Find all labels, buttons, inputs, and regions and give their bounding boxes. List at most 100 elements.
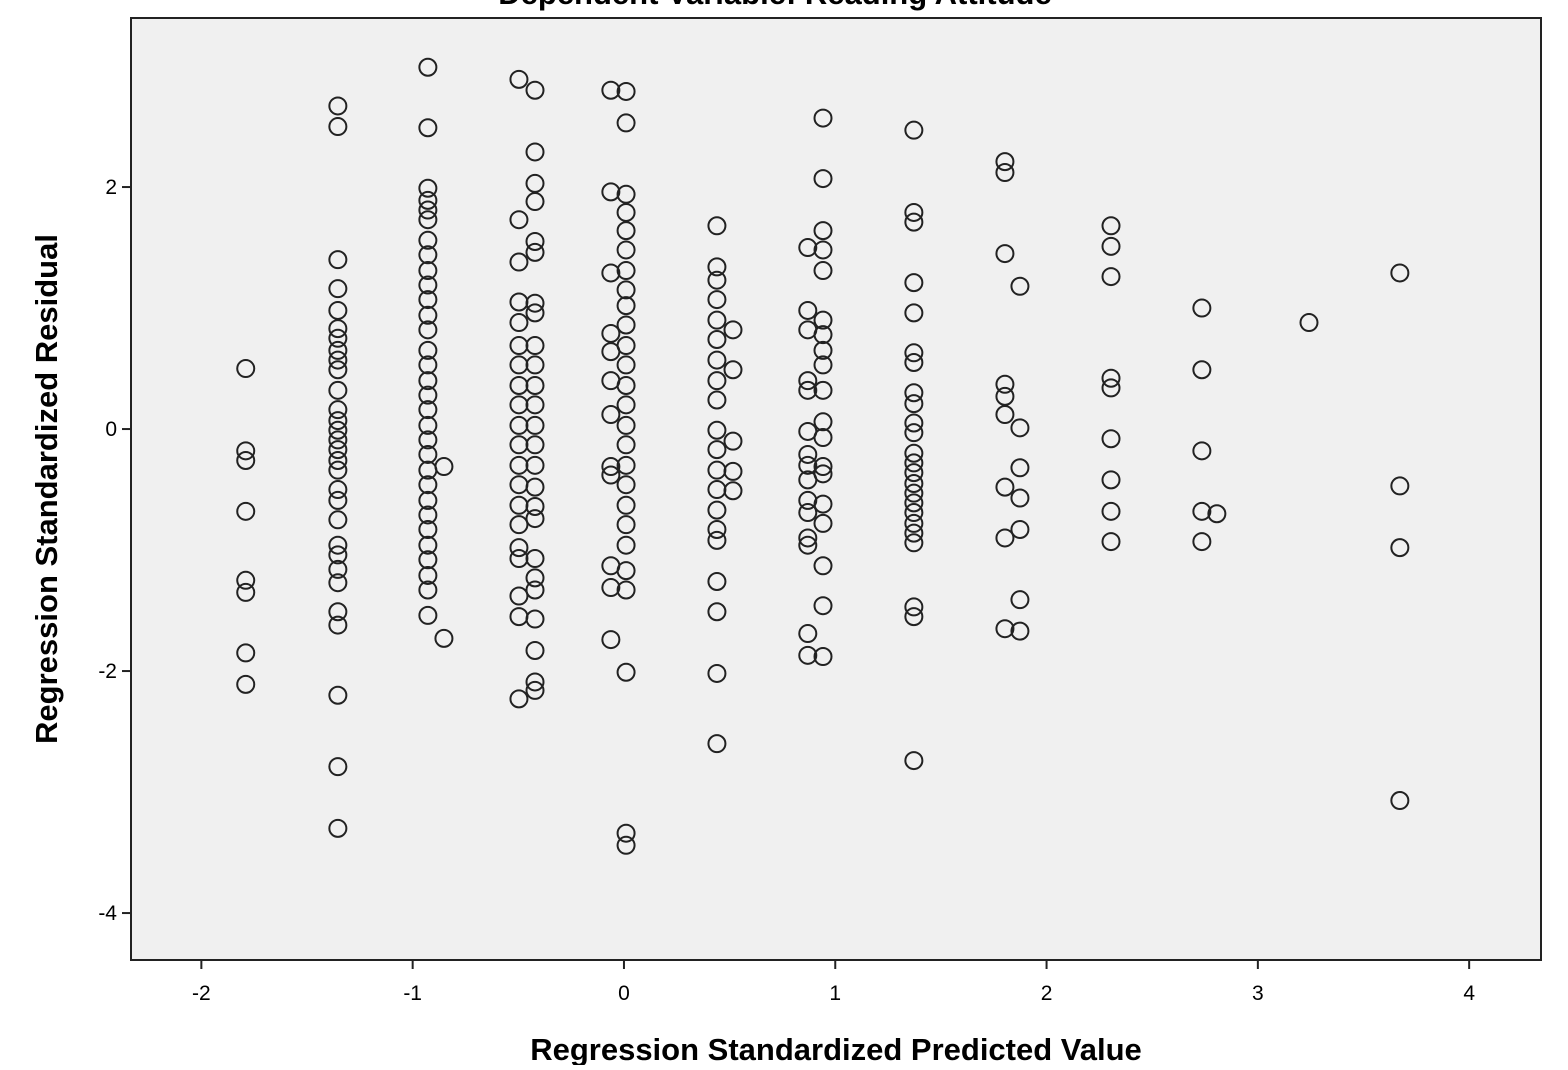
x-tick-label: 2 <box>1041 982 1053 1005</box>
point <box>418 210 438 230</box>
point <box>1010 418 1030 438</box>
point <box>616 81 636 101</box>
point <box>1010 590 1030 610</box>
x-tick-label: 0 <box>618 982 630 1005</box>
point <box>418 400 438 420</box>
point <box>798 444 818 464</box>
point <box>904 303 924 323</box>
point <box>616 835 636 855</box>
point <box>995 244 1015 264</box>
point <box>813 513 833 533</box>
point <box>995 374 1015 394</box>
point <box>1192 441 1212 461</box>
point <box>723 481 743 501</box>
point <box>525 336 545 356</box>
point <box>418 550 438 570</box>
point <box>813 494 833 514</box>
point <box>328 350 348 370</box>
point <box>904 503 924 523</box>
point <box>525 415 545 435</box>
point <box>813 310 833 330</box>
point <box>418 505 438 525</box>
point <box>995 477 1015 497</box>
point <box>328 535 348 555</box>
point <box>904 120 924 140</box>
point <box>813 464 833 484</box>
point <box>1192 298 1212 318</box>
point <box>798 455 818 475</box>
point <box>616 823 636 843</box>
point <box>328 440 348 460</box>
point <box>707 519 727 539</box>
x-tick-label: 3 <box>1252 982 1264 1005</box>
point <box>328 602 348 622</box>
point <box>616 261 636 281</box>
point <box>509 689 529 709</box>
point <box>707 371 727 391</box>
point <box>525 568 545 588</box>
point <box>601 578 621 598</box>
point <box>813 261 833 281</box>
point <box>328 685 348 705</box>
x-tick-label: 4 <box>1463 982 1475 1005</box>
point <box>525 455 545 475</box>
point <box>1192 501 1212 521</box>
point <box>601 182 621 202</box>
point <box>616 240 636 260</box>
y-tick-label: 0 <box>105 418 117 441</box>
point <box>798 371 818 391</box>
point <box>1010 519 1030 539</box>
point <box>525 609 545 629</box>
point <box>707 390 727 410</box>
point <box>236 359 256 379</box>
point <box>434 628 454 648</box>
y-axis-label: Regression Standardized Residual <box>29 234 64 744</box>
point <box>616 184 636 204</box>
point <box>328 757 348 777</box>
point <box>328 420 348 440</box>
point <box>798 645 818 665</box>
point <box>328 340 348 360</box>
point <box>616 435 636 455</box>
point <box>616 315 636 335</box>
point <box>328 279 348 299</box>
point <box>798 528 818 548</box>
point <box>328 573 348 593</box>
point <box>616 280 636 300</box>
point <box>328 411 348 431</box>
point <box>1101 267 1121 287</box>
point <box>418 230 438 250</box>
point <box>707 602 727 622</box>
point <box>328 96 348 116</box>
point <box>525 173 545 193</box>
point <box>525 242 545 262</box>
point <box>813 240 833 260</box>
point <box>995 152 1015 172</box>
point <box>601 630 621 650</box>
point <box>616 561 636 581</box>
point <box>904 343 924 363</box>
point <box>1192 360 1212 380</box>
point <box>616 375 636 395</box>
y-tick-label: 2 <box>105 176 117 199</box>
point <box>707 290 727 310</box>
point <box>707 216 727 236</box>
point <box>328 400 348 420</box>
point <box>707 330 727 350</box>
point <box>1390 263 1410 283</box>
point <box>616 515 636 535</box>
point <box>1010 458 1030 478</box>
point <box>904 352 924 372</box>
point <box>236 441 256 461</box>
point <box>1390 791 1410 811</box>
point <box>904 513 924 533</box>
point <box>616 662 636 682</box>
point <box>236 582 256 602</box>
point <box>616 395 636 415</box>
x-tick-label: -2 <box>192 982 211 1005</box>
point <box>328 818 348 838</box>
point <box>904 607 924 627</box>
point <box>813 647 833 667</box>
point <box>723 360 743 380</box>
point <box>904 533 924 553</box>
